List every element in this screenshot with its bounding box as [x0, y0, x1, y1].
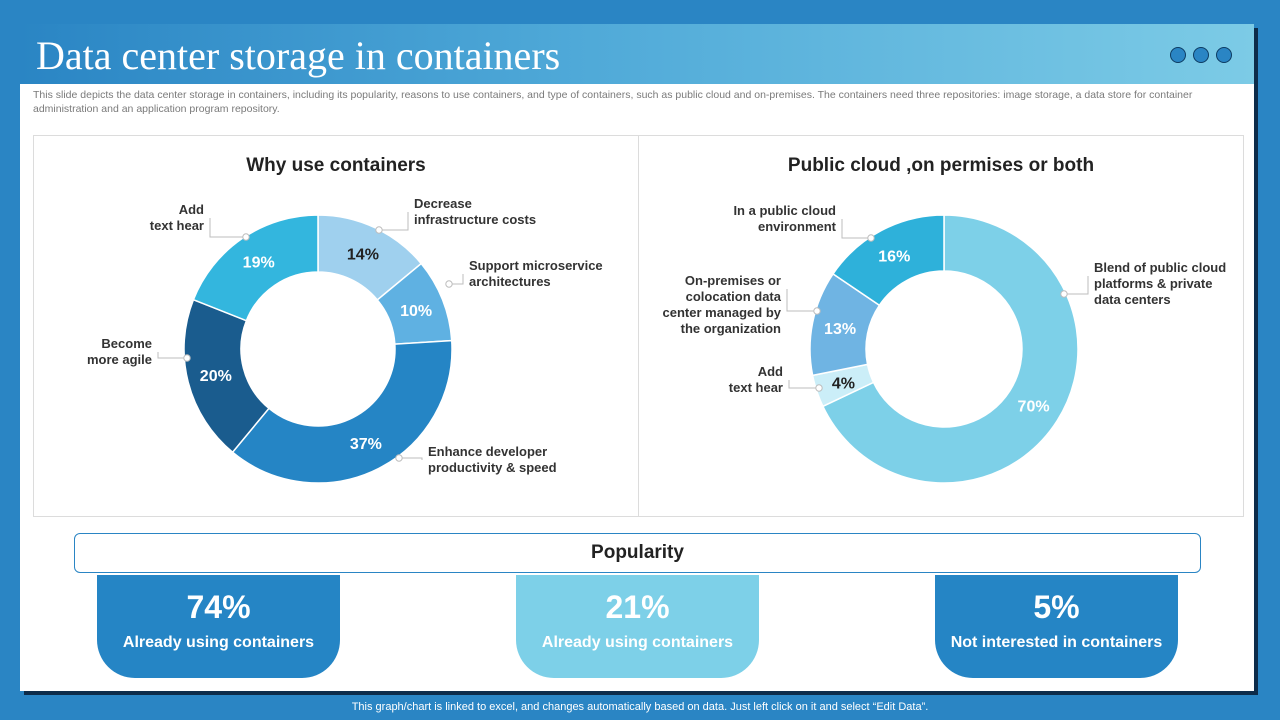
- slice-value-label: 13%: [824, 321, 856, 338]
- stat-card: 5% Not interested in containers: [935, 575, 1178, 678]
- slice-value-label: 14%: [347, 247, 379, 264]
- dot-icon: [1170, 47, 1186, 63]
- slide: Data center storage in containers This s…: [20, 24, 1254, 691]
- leader-line: [449, 274, 464, 285]
- leader-line: [788, 380, 819, 389]
- leader-line: [841, 219, 871, 239]
- slice-category-label: Support microservice architectures: [469, 258, 603, 289]
- dot-icon: [1193, 47, 1209, 63]
- dot-icon: [1216, 47, 1232, 63]
- cloud-donut: 70% Blend of public cloud platforms & priv…: [663, 203, 1226, 484]
- why-containers-panel: Why use containers 14% Decrease infrastruc…: [33, 135, 639, 517]
- slice-category-label: Add text hear: [150, 202, 204, 233]
- slice-category-label: Become more agile: [87, 336, 152, 367]
- leader-dot: [867, 234, 875, 242]
- leader-line: [399, 457, 423, 460]
- donut-slice: [821, 214, 1079, 484]
- leader-dot: [813, 307, 821, 315]
- why-containers-donut: 14% Decrease infrastructure costs 10% Suppor…: [87, 196, 603, 484]
- slice-category-label: On-premises or colocation data center mana…: [663, 273, 782, 336]
- slice-category-label: In a public cloud environment: [733, 203, 836, 234]
- stat-label: Not interested in containers: [950, 634, 1163, 651]
- leader-dot: [815, 384, 823, 392]
- page-subtitle: This slide depicts the data center stora…: [33, 89, 1193, 115]
- donut-slice: [231, 339, 453, 484]
- leader-line: [1064, 276, 1089, 295]
- chart-title: Public cloud ,on permises or both: [787, 155, 1095, 176]
- leader-line: [209, 218, 246, 238]
- page-title: Data center storage in containers: [36, 33, 561, 78]
- slice-category-label: Decrease infrastructure costs: [414, 196, 536, 227]
- leader-dot: [183, 354, 191, 362]
- leader-dot: [395, 454, 403, 462]
- leader-line: [157, 352, 187, 359]
- leader-dot: [242, 233, 250, 241]
- stat-value: 21%: [605, 589, 670, 625]
- header-banner: Data center storage in containers: [20, 24, 1254, 84]
- decorative-dots: [1170, 47, 1232, 63]
- slice-value-label: 4%: [832, 375, 855, 392]
- leader-dot: [445, 280, 453, 288]
- slice-value-label: 37%: [350, 436, 382, 453]
- slice-value-label: 19%: [243, 255, 275, 272]
- slice-value-label: 20%: [200, 368, 232, 385]
- stat-label: Already using containers: [541, 634, 734, 651]
- popularity-header: Popularity: [74, 533, 1201, 573]
- slice-category-label: Add text hear: [729, 364, 783, 395]
- stat-card: 74% Already using containers: [97, 575, 340, 678]
- slice-value-label: 70%: [1018, 399, 1050, 416]
- stat-card: 21% Already using containers: [516, 575, 759, 678]
- stat-value: 5%: [1033, 589, 1080, 625]
- cloud-panel: Public cloud ,on permises or both 70% Ble…: [638, 135, 1244, 517]
- stat-value: 74%: [186, 589, 251, 625]
- footer-note: This graph/chart is linked to excel, and…: [351, 701, 929, 713]
- leader-dot: [375, 226, 383, 234]
- stat-label: Already using containers: [122, 634, 315, 651]
- leader-line: [786, 289, 817, 312]
- leader-line: [379, 212, 409, 231]
- slice-category-label: Blend of public cloud platforms & private…: [1094, 260, 1226, 307]
- slice-category-label: Enhance developer productivity & speed: [428, 444, 557, 475]
- chart-title: Why use containers: [246, 155, 426, 176]
- donut-slice: [831, 214, 945, 307]
- leader-dot: [1060, 290, 1068, 298]
- slice-value-label: 10%: [400, 303, 432, 320]
- donut-slice: [192, 214, 319, 322]
- slice-value-label: 16%: [878, 248, 910, 265]
